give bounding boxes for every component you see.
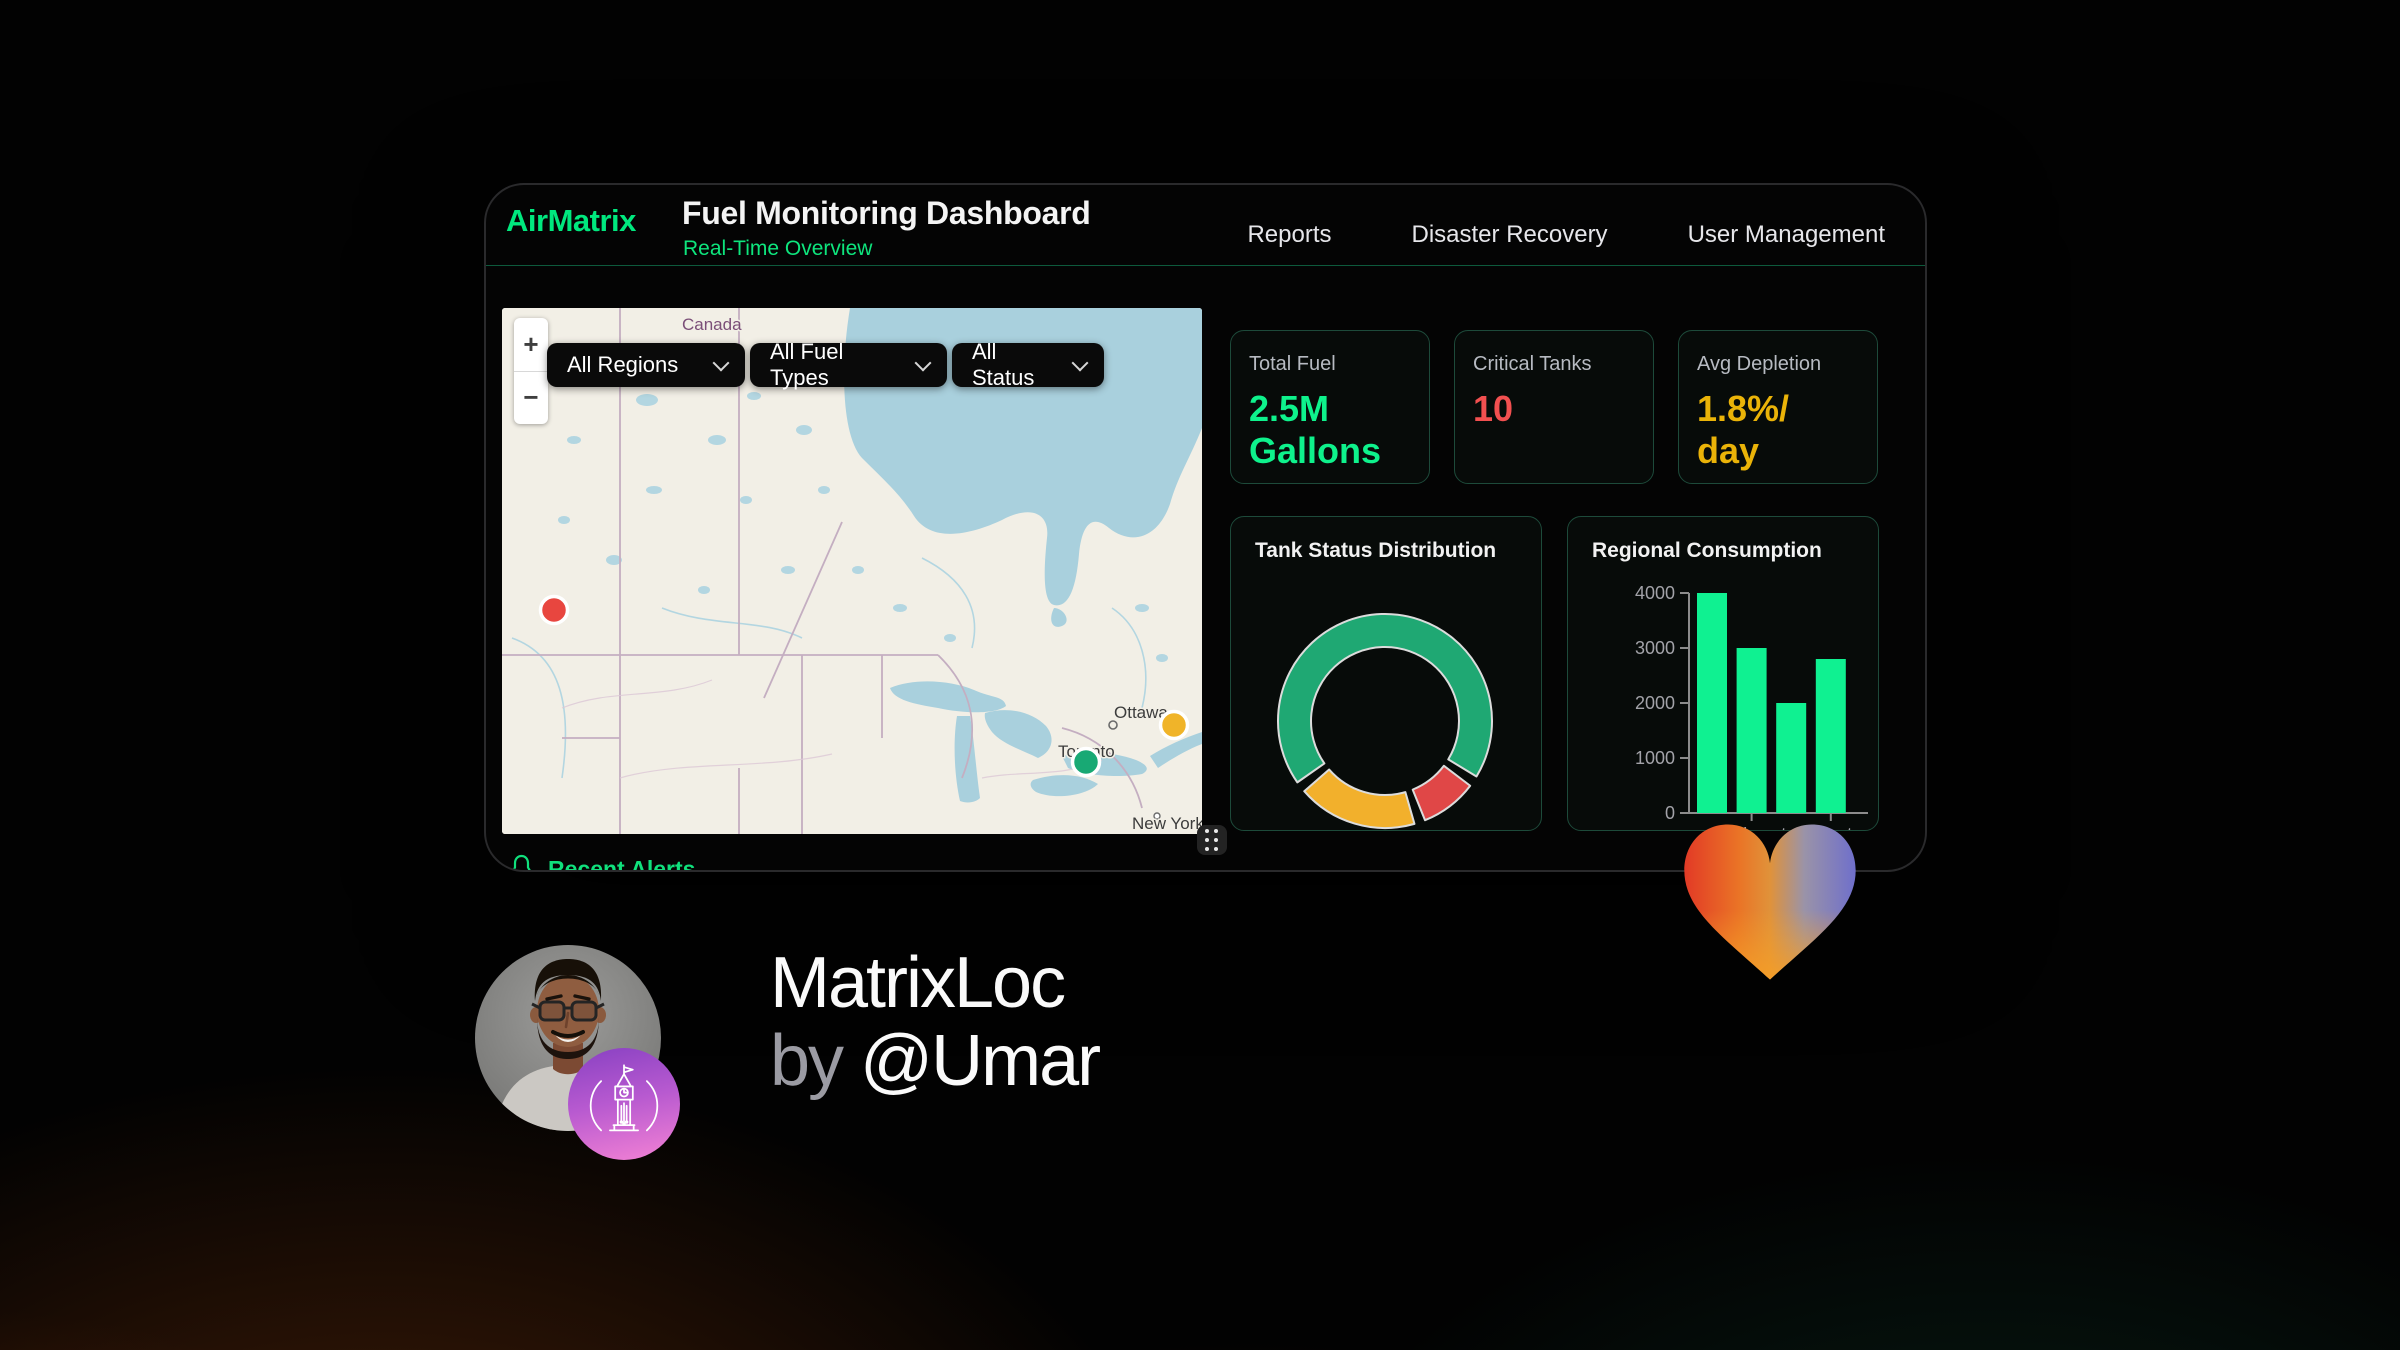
map-marker-warning[interactable] <box>1158 709 1190 741</box>
credit-text: MatrixLoc by @Umar <box>770 943 1101 1101</box>
y-tick-label: 1000 <box>1635 748 1675 768</box>
map-label-newyork: New York <box>1132 814 1202 833</box>
header-divider <box>486 265 1925 266</box>
x-tick-label: West <box>1809 825 1853 831</box>
nav-item-reports[interactable]: Reports <box>1247 221 1332 248</box>
fuel-type-filter-select[interactable]: All Fuel Types <box>750 339 947 390</box>
resize-grip-icon[interactable] <box>1197 825 1227 855</box>
y-tick-label: 4000 <box>1635 583 1675 603</box>
y-tick-label: 0 <box>1665 803 1675 823</box>
map-marker-normal[interactable] <box>1070 746 1102 778</box>
recent-alerts-section: Recent Alerts <box>508 853 696 872</box>
zoom-control-divider <box>514 370 548 372</box>
bell-icon <box>512 854 531 870</box>
status-filter-value: All Status <box>972 339 1035 390</box>
bar <box>1736 648 1767 813</box>
chevron-down-icon <box>1071 354 1089 371</box>
region-filter-select[interactable]: All Regions <box>547 343 745 387</box>
stat-value: 10 <box>1473 388 1514 429</box>
product-name: MatrixLoc <box>770 943 1066 1023</box>
tank-map[interactable]: Canada Ottawa Toronto New York <box>502 308 1202 834</box>
tank-markers <box>538 594 1190 778</box>
map-canvas: Canada Ottawa Toronto New York <box>502 308 1202 834</box>
bar-chart: 0 1000 2000 3000 4000 Midwest West <box>1635 583 1868 831</box>
map-label-canada: Canada <box>682 315 742 334</box>
stat-card-avg-depletion: Avg Depletion 1.8%/day <box>1678 330 1878 484</box>
map-marker-critical[interactable] <box>538 594 570 626</box>
dashboard-window: AirMatrix Fuel Monitoring Dashboard Real… <box>484 183 1927 872</box>
recent-alerts-title: Recent Alerts <box>548 856 696 872</box>
byline-prefix: by <box>770 1021 861 1101</box>
stat-card-total-fuel: Total Fuel 2.5M Gallons <box>1230 330 1430 484</box>
stat-label: Avg Depletion <box>1697 353 1822 375</box>
chart-title: Tank Status Distribution <box>1255 539 1497 562</box>
zoom-in-button[interactable]: + <box>523 328 539 359</box>
stat-label: Total Fuel <box>1249 353 1336 375</box>
nav-item-disaster-recovery[interactable]: Disaster Recovery <box>1411 221 1608 248</box>
x-tick-label: Midwest <box>1717 825 1787 831</box>
donut-segment-normal <box>1277 613 1493 784</box>
region-filter-value: All Regions <box>567 352 679 377</box>
map-zoom-control: + − <box>514 318 548 424</box>
byline-handle: @Umar <box>860 1021 1101 1101</box>
status-filter-select[interactable]: All Status <box>952 339 1104 390</box>
city-dot-newyork <box>1153 812 1161 820</box>
chevron-down-icon <box>914 354 932 371</box>
bar <box>1776 703 1807 813</box>
page-subtitle: Real-Time Overview <box>683 237 873 260</box>
heart-icon <box>1684 824 1856 980</box>
byline: by @Umar <box>770 1021 1101 1101</box>
stat-label: Critical Tanks <box>1473 353 1592 375</box>
chart-title: Regional Consumption <box>1592 539 1822 562</box>
map-label-ottawa: Ottawa <box>1114 703 1168 722</box>
chevron-down-icon <box>712 354 730 371</box>
stat-card-critical-tanks: Critical Tanks 10 <box>1454 330 1654 484</box>
tank-status-chart-card: Tank Status Distribution <box>1230 516 1542 831</box>
fuel-type-filter-value: All Fuel Types <box>770 339 844 390</box>
map-filters: All Regions All Fuel Types All Status <box>547 339 1104 390</box>
city-dot-ottawa <box>1108 720 1118 730</box>
donut-segment-critical <box>1411 764 1472 822</box>
regional-consumption-chart-card: Regional Consumption 0 1000 2000 3000 4000 Mi… <box>1567 516 1879 831</box>
page-title: Fuel Monitoring Dashboard <box>682 195 1091 231</box>
donut-segment-warning <box>1303 768 1416 829</box>
stat-value: 1.8%/day <box>1697 388 1790 471</box>
brand-logo: AirMatrix <box>506 203 636 238</box>
donut-chart <box>1277 613 1493 829</box>
bar <box>1815 659 1846 813</box>
landmark-badge <box>568 1048 680 1160</box>
zoom-out-button[interactable]: − <box>523 382 539 413</box>
clock-tower-icon <box>589 1064 659 1132</box>
nav-item-user-management[interactable]: User Management <box>1687 221 1885 248</box>
bar <box>1697 593 1727 813</box>
y-tick-label: 2000 <box>1635 693 1675 713</box>
y-tick-label: 3000 <box>1635 638 1675 658</box>
stat-value: 2.5M Gallons <box>1249 388 1382 471</box>
top-nav: Reports Disaster Recovery User Managemen… <box>1247 221 1885 249</box>
